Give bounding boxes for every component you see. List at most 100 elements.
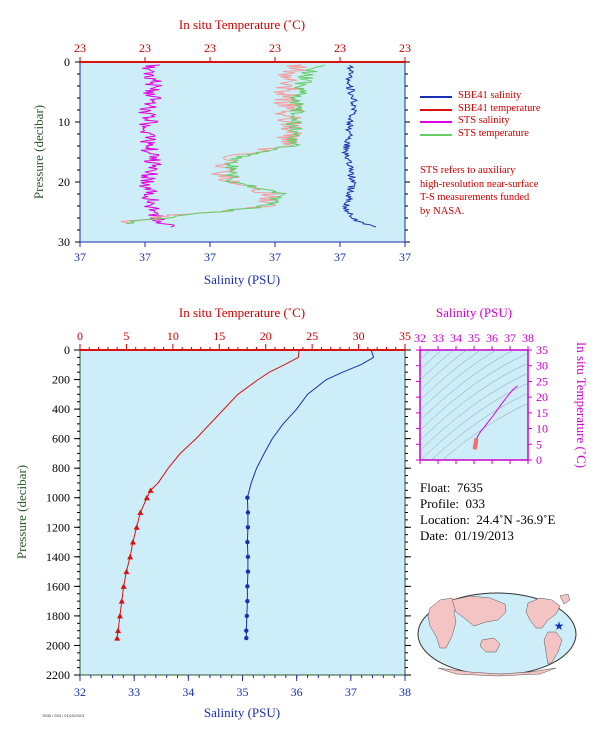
top-pressure-tick-label: 20: [58, 175, 70, 189]
top-sal-tick-label: 37: [334, 250, 346, 264]
info-float-label: Float:: [420, 480, 451, 495]
top-series-line-sts-temperature-green: [126, 64, 325, 225]
ts-point: [474, 438, 479, 443]
main-pressure-tick-label: 1000: [46, 491, 70, 505]
info-profile: Profile: 033: [420, 496, 555, 512]
main-temp-tick-label: 10: [167, 329, 179, 343]
inset-temp-tick-label: 5: [536, 437, 542, 451]
salinity-point: [245, 584, 250, 589]
note-line: high-resolution near-surface: [420, 178, 539, 190]
inset-temp-tick-label: 20: [536, 390, 548, 404]
main-chart: 0 5 10 15 20 25 30 35 32 33 34 35 36 37 38 0 200 400 600 80…: [14, 305, 411, 720]
salinity-point: [245, 510, 251, 515]
main-temp-tick-label: 35: [399, 329, 411, 343]
isopycnal-line: [420, 350, 467, 391]
main-chart-salinity-title: Salinity (PSU): [204, 705, 280, 720]
inset-temp-tick-label: 15: [536, 406, 548, 420]
main-sal-tick-label: 34: [182, 685, 194, 699]
top-temp-tick-label: 23: [399, 41, 411, 55]
top-chart-temperature-title: In situ Temperature (˚C): [179, 17, 305, 32]
temperature-point: [127, 553, 134, 560]
main-pressure-tick-label: 200: [52, 373, 70, 387]
temperature-point: [133, 524, 140, 530]
isopycnal-line: [420, 373, 528, 451]
main-sal-tick-label: 38: [399, 685, 411, 699]
south-america-shape: [543, 631, 563, 665]
top-series-line-sbe41-salinity: [340, 64, 376, 228]
main-ticks-group: 0 5 10 15 20 25 30 35 32 33 34 35 36 37 38 0 200 400 600 80…: [46, 329, 411, 699]
inset-temp-tick-label: 25: [536, 374, 548, 388]
info-location: Location: 24.4˚N -36.9˚E: [420, 512, 555, 528]
legend-label: SBE41 salinity: [458, 90, 522, 101]
inset-temperature-label: In situ Temperature (˚C): [574, 342, 589, 468]
ts-point: [473, 440, 478, 445]
main-temp-tick-label: 5: [123, 329, 129, 343]
top-chart-salinity-title: Salinity (PSU): [204, 272, 280, 287]
top-pressure-tick-label: 10: [58, 115, 70, 129]
main-temp-tick-label: 30: [353, 329, 365, 343]
isopycnal-line: [420, 212, 528, 289]
salinity-point: [245, 554, 251, 560]
top-temp-tick-label: 23: [74, 41, 86, 55]
world-map: ★: [417, 592, 577, 677]
legend-swatch-sts-salinity: [420, 121, 452, 123]
main-chart-temperature-title: In situ Temperature (˚C): [179, 305, 305, 320]
main-plot-area: [79, 349, 406, 676]
info-float-value: 7635: [456, 480, 483, 495]
europe-africa-shape: [427, 597, 459, 649]
temperature-point: [147, 487, 154, 493]
isopycnal-line: [420, 350, 455, 381]
inset-sal-tick-label: 36: [486, 331, 498, 345]
top-temp-tick-label: 23: [139, 41, 151, 55]
ts-point: [473, 443, 478, 448]
top-sal-tick-label: 37: [399, 250, 411, 264]
main-pressure-tick-label: 1400: [46, 550, 70, 564]
temperature-point: [143, 494, 150, 501]
isopycnal-line: [420, 233, 528, 310]
temperature-point: [115, 627, 122, 634]
top-temp-tick-label: 23: [269, 41, 281, 55]
note-line: T-S measurements funded: [420, 192, 530, 203]
isopycnal-line: [420, 350, 515, 421]
main-pressure-tick-label: 800: [52, 461, 70, 475]
temperature-point: [123, 568, 130, 575]
main-sal-tick-label: 36: [291, 685, 303, 699]
legend-item-sts-temperature: STS temperature: [420, 128, 541, 141]
inset-sal-tick-label: 38: [522, 331, 534, 345]
inset-series-group: [472, 385, 518, 450]
main-temp-tick-label: 0: [77, 329, 83, 343]
legend-swatch-sbe41-salinity: [420, 96, 452, 98]
top-plot-area: [79, 61, 406, 243]
main-temp-tick-label: 15: [213, 329, 225, 343]
note-line: STS refers to auxiliary: [420, 165, 516, 176]
top-series-group: [120, 64, 376, 228]
main-sal-tick-label: 32: [74, 685, 86, 699]
legend-label: SBE41 temperature: [458, 102, 541, 114]
legend-item-sbe41-temperature: SBE41 temperature: [420, 103, 541, 116]
info-profile-label: Profile:: [420, 496, 459, 511]
temperature-point: [118, 598, 125, 604]
inset-temp-tick-label: 35: [536, 343, 548, 357]
isopycnal-line: [420, 362, 528, 441]
greenland-shape: [559, 593, 571, 605]
top-ticks-group: 23 23 23 23 23 23 37 37 37 37 37 37 0 10 20 30: [58, 41, 411, 264]
salinity-point: [245, 539, 250, 545]
isopycnal-line: [420, 263, 528, 340]
legend-swatch-sbe41-temperature: [420, 108, 452, 111]
salinity-line: [245, 350, 375, 639]
note-line: by NASA.: [420, 205, 465, 217]
info-float: Float: 7635: [420, 480, 555, 496]
legend-label: STS temperature: [458, 127, 529, 139]
main-pressure-tick-label: 1800: [46, 609, 70, 623]
legend-item-sbe41-salinity: SBE41 salinity: [420, 90, 541, 103]
main-chart-pressure-label: Pressure (decibar): [14, 465, 29, 559]
main-sal-tick-label: 37: [345, 685, 357, 699]
salinity-point: [245, 569, 251, 574]
isopycnal-line: [420, 383, 528, 460]
isopycnal-line: [420, 350, 443, 371]
main-temp-tick-label: 20: [260, 329, 272, 343]
temperature-point: [116, 612, 123, 619]
top-pressure-tick-label: 30: [58, 235, 70, 249]
inset-sal-tick-label: 32: [414, 331, 426, 345]
top-sal-tick-label: 37: [204, 250, 216, 264]
